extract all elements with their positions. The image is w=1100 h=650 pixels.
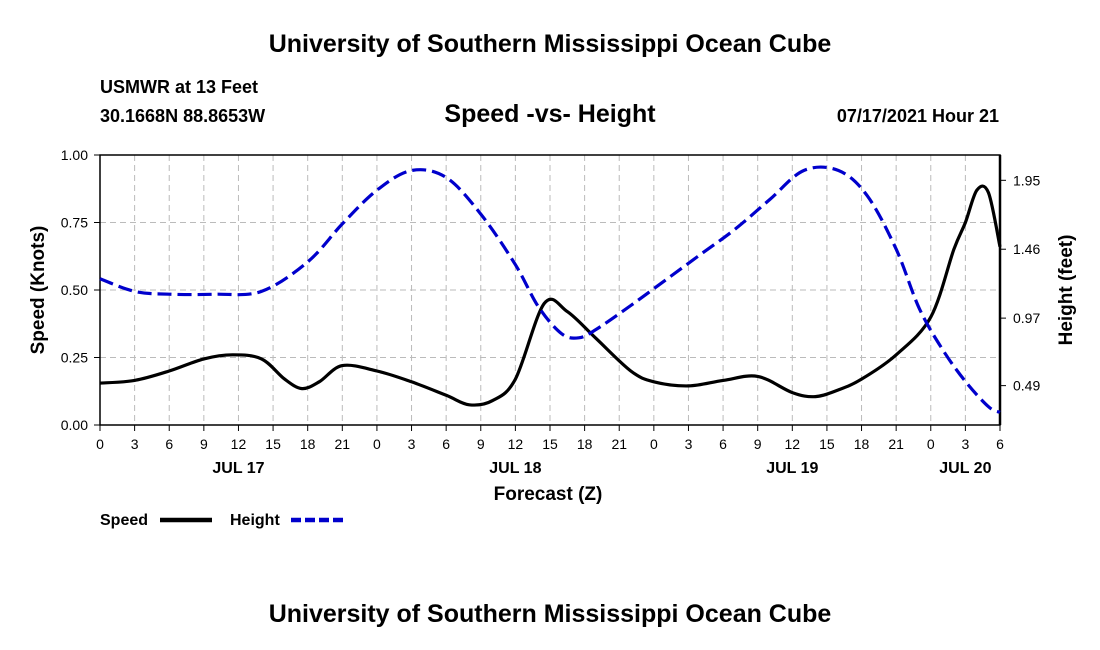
day-label: JUL 17 bbox=[212, 460, 264, 477]
chart-title-bottom: University of Southern Mississippi Ocean… bbox=[268, 600, 832, 628]
y-tick-label-left: 0.25 bbox=[61, 350, 88, 366]
x-tick-label: 15 bbox=[819, 436, 835, 452]
chart-subtitle: Speed -vs- Height bbox=[444, 100, 656, 128]
x-tick-label: 3 bbox=[408, 436, 416, 452]
x-tick-label: 9 bbox=[754, 436, 762, 452]
x-tick-label: 18 bbox=[577, 436, 593, 452]
day-label: JUL 19 bbox=[766, 460, 818, 477]
x-tick-label: 0 bbox=[373, 436, 381, 452]
x-tick-label: 0 bbox=[650, 436, 658, 452]
x-tick-label: 12 bbox=[785, 436, 801, 452]
legend: Speed Height bbox=[100, 512, 343, 529]
x-tick-label: 6 bbox=[442, 436, 450, 452]
y-axis-label-left: Speed (Knots) bbox=[28, 226, 49, 355]
datetime-label: 07/17/2021 Hour 21 bbox=[836, 106, 999, 126]
x-tick-label: 0 bbox=[96, 436, 104, 452]
y-tick-label-left: 0.00 bbox=[61, 417, 88, 433]
x-tick-label: 21 bbox=[335, 436, 351, 452]
x-axis-label: Forecast (Z) bbox=[494, 484, 603, 505]
x-tick-label: 15 bbox=[265, 436, 281, 452]
x-tick-label: 6 bbox=[719, 436, 727, 452]
legend-height-label: Height bbox=[230, 512, 280, 529]
x-tick-label: 12 bbox=[231, 436, 247, 452]
x-tick-label: 18 bbox=[300, 436, 316, 452]
y-tick-label-right: 1.46 bbox=[1013, 241, 1040, 257]
y-axis-label-right: Height (feet) bbox=[1056, 235, 1077, 346]
x-tick-label: 6 bbox=[996, 436, 1004, 452]
station-label: USMWR at 13 Feet bbox=[100, 77, 259, 97]
x-tick-label: 21 bbox=[611, 436, 627, 452]
y-tick-label-right: 0.97 bbox=[1013, 310, 1040, 326]
x-tick-label: 12 bbox=[508, 436, 524, 452]
series-line-height bbox=[99, 165, 1001, 414]
x-tick-label: 21 bbox=[888, 436, 904, 452]
grid-lines bbox=[100, 155, 1000, 425]
x-tick-label: 3 bbox=[961, 436, 969, 452]
y-tick-label-right: 1.95 bbox=[1013, 172, 1040, 188]
x-tick-label: 3 bbox=[685, 436, 693, 452]
series-line-speed bbox=[99, 184, 1002, 407]
axis-ticks: 0 3 6 9 12 15 18 21 0 3 6 9 12 15 18 21 0 3 6 9 12 15 18 21 0 3 6J… bbox=[61, 147, 1041, 477]
chart-title-top: University of Southern Mississippi Ocean… bbox=[268, 30, 832, 58]
coordinates-label: 30.1668N 88.8653W bbox=[100, 106, 266, 126]
y-tick-label-left: 0.50 bbox=[61, 282, 88, 298]
x-tick-label: 9 bbox=[200, 436, 208, 452]
x-tick-label: 6 bbox=[165, 436, 173, 452]
x-tick-label: 18 bbox=[854, 436, 870, 452]
series-lines bbox=[99, 165, 1002, 414]
y-tick-label-left: 0.75 bbox=[61, 215, 88, 231]
x-tick-label: 9 bbox=[477, 436, 485, 452]
day-label: JUL 18 bbox=[489, 460, 541, 477]
x-tick-label: 0 bbox=[927, 436, 935, 452]
x-tick-label: 3 bbox=[131, 436, 139, 452]
day-label: JUL 20 bbox=[939, 460, 991, 477]
y-tick-label-right: 0.49 bbox=[1013, 378, 1040, 394]
y-tick-label-left: 1.00 bbox=[61, 147, 88, 163]
x-tick-label: 15 bbox=[542, 436, 558, 452]
legend-speed-label: Speed bbox=[100, 512, 148, 529]
